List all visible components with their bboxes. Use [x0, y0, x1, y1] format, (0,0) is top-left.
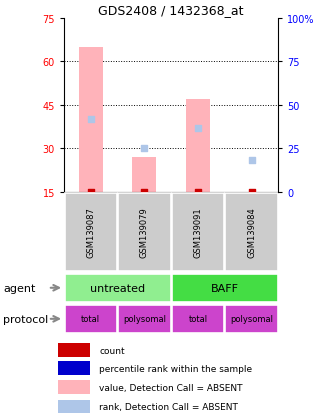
Text: rank, Detection Call = ABSENT: rank, Detection Call = ABSENT — [99, 402, 238, 411]
Text: percentile rank within the sample: percentile rank within the sample — [99, 364, 252, 373]
Bar — [58, 343, 90, 357]
Text: agent: agent — [3, 283, 36, 293]
Point — [142, 189, 147, 195]
Bar — [118, 305, 171, 333]
Bar — [58, 361, 90, 375]
Bar — [172, 274, 278, 302]
Text: GSM139091: GSM139091 — [194, 207, 203, 258]
Text: value, Detection Call = ABSENT: value, Detection Call = ABSENT — [99, 382, 243, 392]
Text: GSM139079: GSM139079 — [140, 207, 149, 258]
Point — [142, 145, 147, 152]
Bar — [58, 380, 90, 394]
Point — [249, 189, 254, 195]
Point — [196, 189, 201, 195]
Bar — [65, 194, 117, 271]
Text: BAFF: BAFF — [211, 283, 239, 293]
Point — [88, 189, 93, 195]
Text: untreated: untreated — [90, 283, 145, 293]
Text: count: count — [99, 346, 125, 355]
Text: total: total — [188, 315, 208, 323]
Bar — [172, 305, 224, 333]
Text: total: total — [81, 315, 100, 323]
Point — [249, 157, 254, 164]
Text: GSM139084: GSM139084 — [247, 207, 256, 258]
Title: GDS2408 / 1432368_at: GDS2408 / 1432368_at — [99, 5, 244, 17]
Bar — [58, 400, 90, 413]
Text: protocol: protocol — [3, 314, 48, 324]
Text: GSM139087: GSM139087 — [86, 207, 95, 258]
Bar — [65, 305, 117, 333]
Bar — [172, 194, 224, 271]
Bar — [65, 274, 171, 302]
Point — [196, 125, 201, 132]
Bar — [225, 305, 278, 333]
Bar — [118, 194, 171, 271]
Point — [88, 116, 93, 123]
Bar — [79, 47, 103, 192]
Bar — [225, 194, 278, 271]
Text: polysomal: polysomal — [230, 315, 273, 323]
Bar — [132, 157, 156, 192]
Text: polysomal: polysomal — [123, 315, 166, 323]
Bar — [186, 100, 210, 192]
